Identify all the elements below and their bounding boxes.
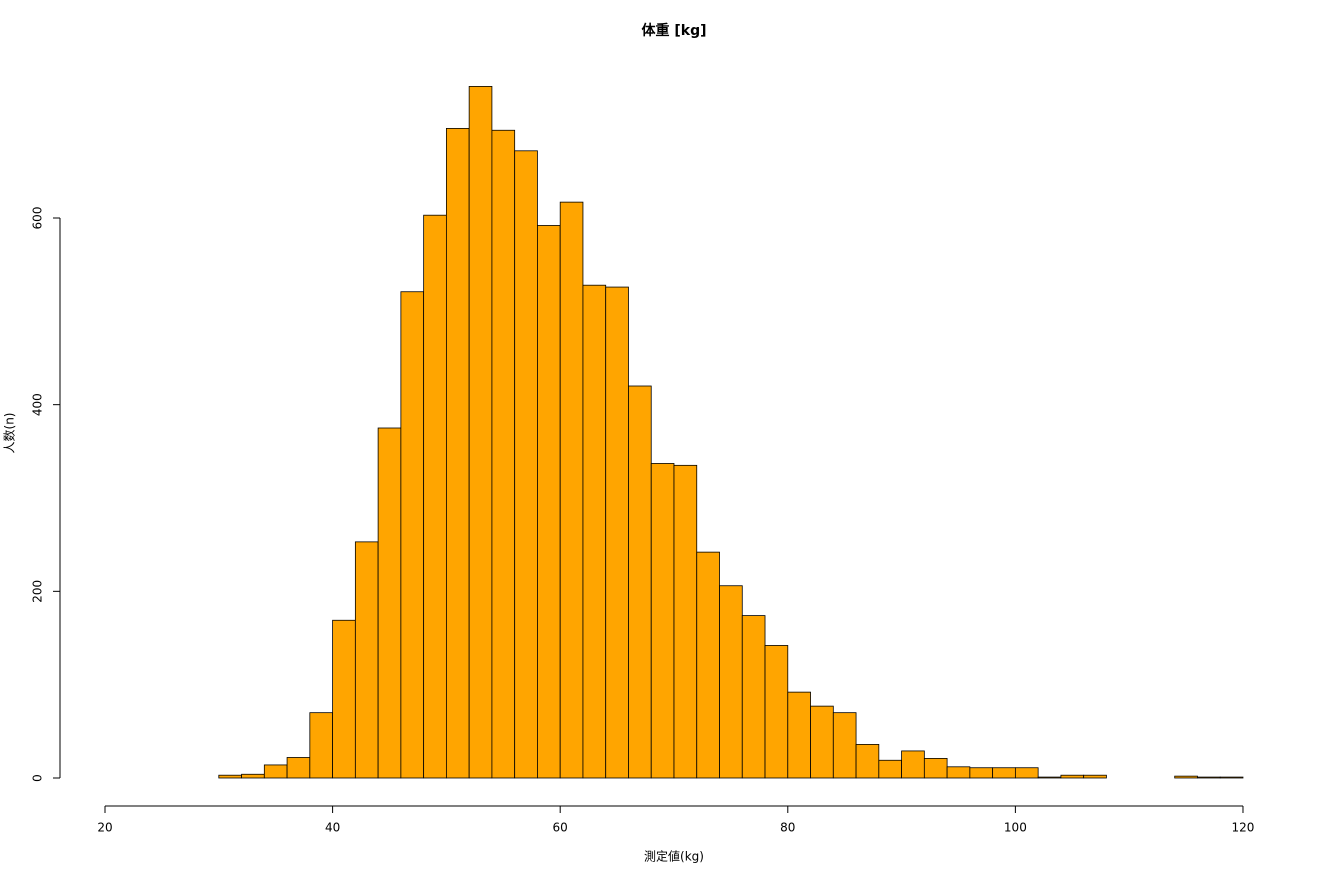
bar [423,214,447,779]
bar [628,385,652,779]
y-tick-label: 400 [31,393,45,416]
bar [719,585,743,779]
bar [855,744,880,779]
bar [332,619,356,779]
bar [969,767,994,779]
bar [1174,775,1198,779]
bar [491,129,516,779]
bar [605,286,629,779]
x-axis-label: 測定値(kg) [644,849,704,864]
y-tick-label: 200 [31,580,45,603]
bar [992,767,1016,779]
bar [582,284,607,779]
bar [787,691,811,779]
bar [1197,776,1221,779]
bar [514,150,538,779]
y-tick-label: 600 [31,207,45,230]
bar [309,712,333,779]
bar [673,464,698,779]
bar [832,712,857,779]
bar [537,225,561,779]
bar [1060,774,1085,779]
bar [764,645,789,779]
bar [1083,774,1107,779]
bar [1014,767,1039,779]
chart-title: 体重 [kg] [641,22,706,39]
bar [354,541,379,779]
bar [559,201,584,779]
bar [923,758,948,779]
x-tick-label: 20 [97,821,112,835]
bar [445,127,470,779]
bar [696,551,720,779]
x-tick-label: 80 [780,821,795,835]
bar [901,750,925,779]
y-tick-label: 0 [31,774,45,782]
bar [946,766,971,779]
y-axis-label: 人数(n) [2,413,17,454]
bar [218,774,242,779]
bar [377,427,402,779]
bar [1037,776,1062,779]
bar [286,757,311,779]
bar [810,705,834,779]
bar [878,759,902,779]
bar [650,463,675,779]
bar [468,86,493,779]
bar [741,615,766,779]
x-tick-label: 100 [1004,821,1027,835]
bar [241,773,265,779]
bar [1219,776,1244,779]
x-tick-label: 60 [553,821,568,835]
x-tick-label: 120 [1232,821,1255,835]
bar [263,764,288,779]
bar [400,291,425,779]
x-tick-label: 40 [325,821,340,835]
